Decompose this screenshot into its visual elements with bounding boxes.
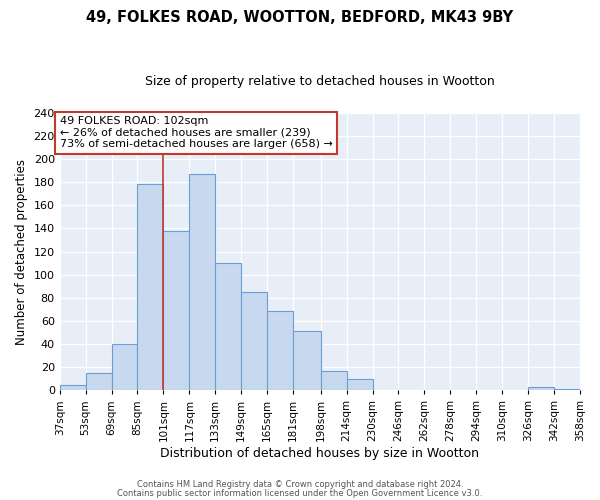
Bar — [215, 263, 241, 390]
Bar — [59, 384, 86, 390]
Text: Contains public sector information licensed under the Open Government Licence v3: Contains public sector information licen… — [118, 489, 482, 498]
Bar — [112, 344, 137, 391]
Text: 49 FOLKES ROAD: 102sqm
← 26% of detached houses are smaller (239)
73% of semi-de: 49 FOLKES ROAD: 102sqm ← 26% of detached… — [59, 116, 332, 150]
Bar — [528, 387, 554, 390]
Bar — [293, 332, 320, 390]
Text: Contains HM Land Registry data © Crown copyright and database right 2024.: Contains HM Land Registry data © Crown c… — [137, 480, 463, 489]
Text: 49, FOLKES ROAD, WOOTTON, BEDFORD, MK43 9BY: 49, FOLKES ROAD, WOOTTON, BEDFORD, MK43 … — [86, 10, 514, 25]
Bar — [554, 389, 580, 390]
X-axis label: Distribution of detached houses by size in Wootton: Distribution of detached houses by size … — [160, 447, 479, 460]
Bar — [137, 184, 163, 390]
Bar — [320, 370, 347, 390]
Bar — [267, 310, 293, 390]
Bar — [86, 373, 112, 390]
Bar — [190, 174, 215, 390]
Title: Size of property relative to detached houses in Wootton: Size of property relative to detached ho… — [145, 75, 495, 88]
Y-axis label: Number of detached properties: Number of detached properties — [15, 158, 28, 344]
Bar — [241, 292, 267, 390]
Bar — [347, 378, 373, 390]
Bar — [163, 230, 190, 390]
